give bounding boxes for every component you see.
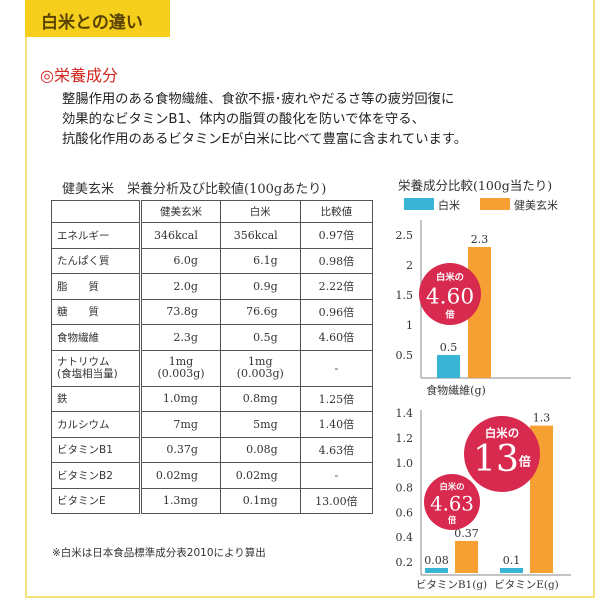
paragraph-line: 効果的なビタミンB1、体内の脂質の酸化を防いで体を守る、 <box>62 112 425 127</box>
legend-label: 健美玄米 <box>514 198 558 212</box>
data-label: 0.1 <box>503 554 521 567</box>
y-tick-label: 1.4 <box>396 407 414 420</box>
paragraph-line: 抗酸化作用のあるビタミンEが白米に比べて豊富に含まれています。 <box>62 132 468 147</box>
bar <box>437 355 460 378</box>
paragraph-line: 整腸作用のある食物繊維、食欲不振･疲れやだるさ等の疲労回復に <box>62 92 455 107</box>
badge-bottom: 倍 <box>519 453 531 468</box>
cell-value: 4.63倍 <box>299 436 374 463</box>
cell-value: - <box>299 462 374 489</box>
column-header: 比較値 <box>299 200 374 223</box>
cell-value: - <box>299 349 374 387</box>
y-tick-label: 2 <box>406 259 413 272</box>
ratio-badge <box>419 263 481 325</box>
x-category-label: 食物繊維(g) <box>426 383 486 397</box>
row-label: 糖 質 <box>50 298 143 325</box>
x-category-label: ビタミンE(g) <box>494 579 559 591</box>
chart-title: 栄養成分比較(100g当たり) <box>398 178 552 193</box>
table-row: 糖 質 73.8g 76.6g 0.96倍 <box>50 298 374 325</box>
badge-value: 4.60 <box>426 284 474 309</box>
cell-value: 7mg <box>140 411 221 438</box>
badge-value: 13 <box>473 438 519 480</box>
table-row: ビタミンE 1.3mg 0.1mg 13.00倍 <box>50 487 374 514</box>
table-row: 食物繊維 2.3g 0.5g 4.60倍 <box>50 324 374 351</box>
bar <box>425 568 448 573</box>
cell-value: 2.3g <box>140 324 221 351</box>
column-header: 健美玄米 <box>140 200 221 223</box>
column-header: 白米 <box>219 200 301 223</box>
badge-bottom: 倍 <box>448 515 457 525</box>
cell-value: 0.02mg <box>219 462 301 489</box>
row-label: ビタミンB1 <box>50 436 143 463</box>
cell-value: 76.6g <box>219 298 301 325</box>
row-label: エネルギー <box>50 222 143 249</box>
cell-value: 1.25倍 <box>299 385 374 412</box>
data-label: 0.37 <box>454 527 479 540</box>
intro-paragraph: 整腸作用のある食物繊維、食欲不振･疲れやだるさ等の疲労回復に 効果的なビタミンB… <box>62 90 467 150</box>
bar <box>500 568 523 573</box>
cell-value: 1mg (0.003g) <box>219 349 301 387</box>
row-label: 鉄 <box>50 385 143 412</box>
nutrition-table: 健美玄米 白米 比較値 エネルギー 346kcal 356kcal 0.97倍 たんぱく質 6.… <box>50 200 374 514</box>
cell-value: 0.8mg <box>219 385 301 412</box>
y-tick-label: 0.2 <box>396 556 414 569</box>
y-tick-label: 0.4 <box>396 531 414 544</box>
x-category-label: ビタミンB1(g) <box>416 579 487 591</box>
legend-swatch-brown-rice <box>480 198 510 210</box>
cell-value: 0.5g <box>219 324 301 351</box>
data-label: 0.08 <box>424 554 449 567</box>
cell-value: 0.37g <box>140 436 221 463</box>
data-label: 0.5 <box>440 341 458 354</box>
row-label: 食物繊維 <box>50 324 143 351</box>
legend-swatch-white-rice <box>404 198 434 210</box>
cell-value: 1.0mg <box>140 385 221 412</box>
badge-top: 白米の <box>439 481 464 491</box>
cell-value: 1mg (0.003g) <box>140 349 221 387</box>
y-tick-label: 1 <box>406 319 413 332</box>
cell-value: 13.00倍 <box>299 487 374 514</box>
cell-value: 6.1g <box>219 247 301 274</box>
cell-value: 0.97倍 <box>299 222 374 249</box>
table-row: 鉄 1.0mg 0.8mg 1.25倍 <box>50 385 374 412</box>
badge-top: 白米の <box>436 271 464 283</box>
badge-bottom: 倍 <box>445 308 455 320</box>
ratio-badge <box>464 416 540 492</box>
badge-top: 白米の <box>485 426 519 440</box>
bar <box>455 540 478 573</box>
table-row: ナトリウム (食塩相当量) 1mg (0.003g) 1mg (0.003g) - <box>50 349 374 387</box>
data-label: 2.3 <box>471 233 489 246</box>
ratio-badge <box>424 474 480 530</box>
cell-value: 1.3mg <box>140 487 221 514</box>
row-label: たんぱく質 <box>50 247 143 274</box>
y-tick-label: 0.8 <box>396 482 414 495</box>
cell-value: 0.96倍 <box>299 298 374 325</box>
data-label: 1.3 <box>533 412 551 425</box>
table-title: 健美玄米 栄養分析及び比較値(100gあたり) <box>62 182 327 197</box>
column-header <box>50 200 143 223</box>
table-row: たんぱく質 6.0g 6.1g 0.98倍 <box>50 247 374 274</box>
y-tick-label: 0.6 <box>396 506 414 519</box>
cell-value: 73.8g <box>140 298 221 325</box>
table-row: ビタミンB1 0.37g 0.08g 4.63倍 <box>50 436 374 463</box>
footnote: ※白米は日本食品標準成分表2010により算出 <box>52 547 266 559</box>
legend-label: 白米 <box>438 198 460 212</box>
y-tick-label: 1.2 <box>396 432 414 445</box>
y-tick-label: 1.0 <box>396 457 414 470</box>
row-label: ビタミンE <box>50 487 143 514</box>
y-tick-label: 2.5 <box>396 229 414 242</box>
y-tick-label: 1.5 <box>396 289 414 302</box>
cell-value: 0.08g <box>219 436 301 463</box>
cell-value: 4.60倍 <box>299 324 374 351</box>
y-tick-label: 0.5 <box>396 349 414 362</box>
cell-value: 2.22倍 <box>299 273 374 300</box>
row-label: ナトリウム (食塩相当量) <box>50 349 143 387</box>
section-tab: 白米との違い <box>25 0 170 37</box>
badge-value: 4.63 <box>430 492 474 515</box>
section-title: ◎栄養成分 <box>40 66 118 85</box>
cell-value: 0.02mg <box>140 462 221 489</box>
